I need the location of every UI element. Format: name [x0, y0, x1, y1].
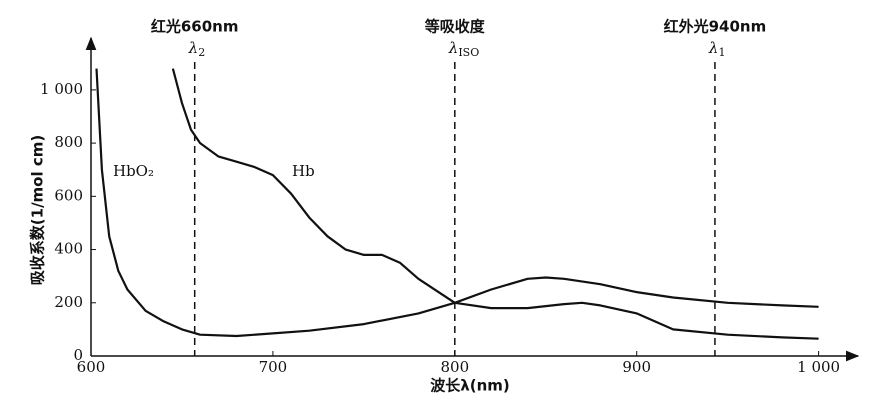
y-tick-label: 800	[54, 133, 83, 151]
marker-label: 红外光940nm	[664, 18, 767, 36]
marker-subscript: ISO	[458, 46, 479, 59]
marker-subscript: 2	[198, 46, 205, 59]
x-tick-label: 1 000	[797, 358, 840, 376]
marker-symbol: λISO	[448, 39, 479, 59]
series-label: HbO₂	[113, 162, 154, 180]
marker-symbol: λ1	[708, 39, 726, 59]
series-line	[171, 68, 819, 340]
marker-label: 等吸收度	[425, 18, 486, 36]
y-tick-label: 400	[54, 240, 83, 258]
series-line	[95, 68, 819, 338]
marker-subscript: 1	[718, 46, 725, 59]
x-tick-label: 700	[259, 358, 288, 376]
y-tick-label: 200	[54, 293, 83, 311]
x-tick-label: 800	[440, 358, 469, 376]
y-tick-label: 1 000	[40, 80, 83, 98]
marker-label: 红光660nm	[151, 18, 239, 36]
y-axis-label: 吸收系数(1/mol cm)	[29, 135, 47, 285]
x-axis-label: 波长λ(nm)	[430, 377, 510, 395]
marker-symbol-char: λ	[448, 39, 459, 57]
x-tick-label: 900	[622, 358, 651, 376]
series-label: Hb	[292, 162, 315, 180]
marker-symbol-char: λ	[708, 39, 719, 57]
marker-symbol-char: λ	[188, 39, 199, 57]
y-tick-label: 600	[54, 186, 83, 204]
y-tick-label: 0	[73, 346, 83, 364]
marker-symbol: λ2	[188, 39, 206, 59]
x-tick-label: 600	[77, 358, 106, 376]
